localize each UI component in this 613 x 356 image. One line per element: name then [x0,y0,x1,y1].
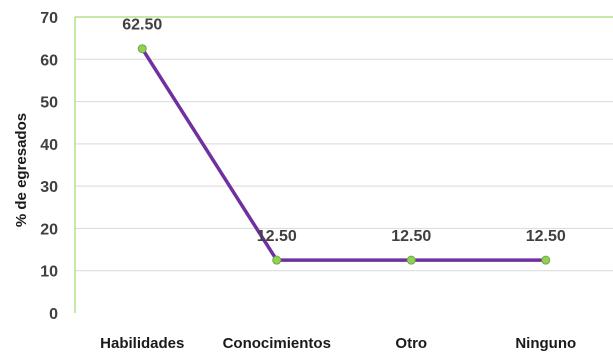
y-tick-label: 20 [40,221,58,238]
series-line [137,44,551,265]
y-tick-label: 10 [40,264,58,281]
data-label: 12.50 [526,228,566,245]
x-category-label: Habilidades [100,335,184,352]
y-tick-label: 60 [40,52,58,69]
data-point-marker [272,255,282,265]
y-tick-label: 30 [40,179,58,196]
data-label: 12.50 [257,228,297,245]
y-tick-label: 50 [40,95,58,112]
x-category-labels: Habilidades Conocimientos Otro Ninguno [100,335,576,352]
x-category-label: Otro [395,335,427,352]
y-axis-title: % de egresados [13,113,30,227]
data-point-marker [406,255,416,265]
data-label: 62.50 [122,17,162,34]
data-point-marker [137,44,147,54]
y-tick-labels: 0 10 20 30 40 50 60 70 [40,10,58,323]
data-point-marker [541,255,551,265]
series-line-path [140,47,546,262]
x-category-label: Conocimientos [223,335,331,352]
y-tick-label: 40 [40,137,58,154]
data-label: 12.50 [391,228,431,245]
x-category-label: Ninguno [515,335,576,352]
axes [74,16,613,313]
y-tick-label: 70 [40,10,58,27]
y-tick-label: 0 [49,306,58,323]
data-labels: 62.50 12.50 12.50 12.50 [122,17,566,245]
